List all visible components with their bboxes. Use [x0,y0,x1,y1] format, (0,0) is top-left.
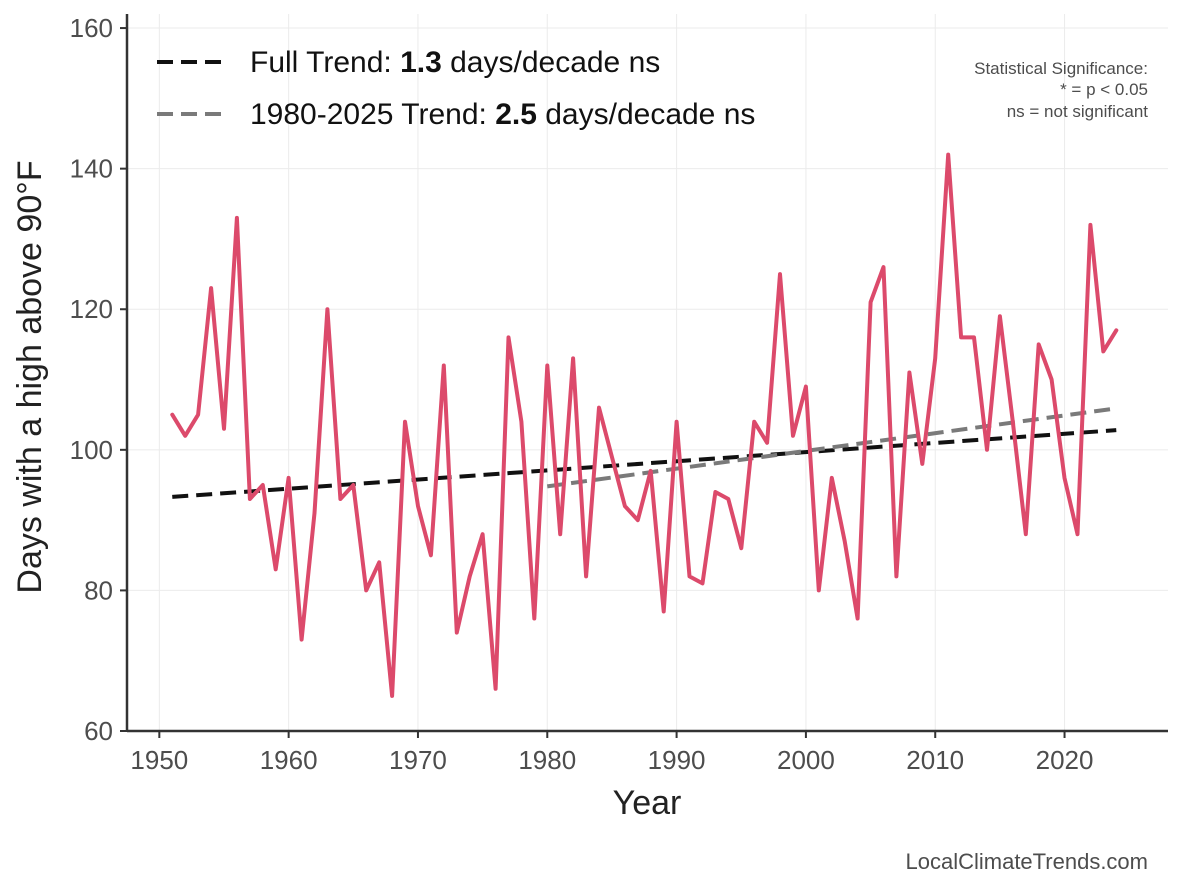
significance-line-2: ns = not significant [1007,102,1149,121]
axes [125,14,1168,733]
source-credit: LocalClimateTrends.com [906,849,1149,874]
x-tick-label-1970: 1970 [389,745,447,775]
trend-line-0 [172,428,1117,499]
legend: Full Trend: 1.3 days/decade ns 1980-2025… [157,46,755,131]
y-tick-label-140: 140 [70,154,113,184]
trend-lines [172,406,1117,499]
legend-1980-trend-prefix: 1980-2025 Trend: [250,98,495,131]
y-tick-label-80: 80 [84,575,113,605]
significance-line-1: * = p < 0.05 [1060,80,1148,99]
legend-1980-trend-suffix: days/decade ns [537,98,755,131]
tick-labels: 60 80 100 120 140 160 1950 1960 1970 1980 1990 2000… [70,13,1094,775]
legend-full-trend-prefix: Full Trend: [250,46,400,79]
x-tick-label-1950: 1950 [130,745,188,775]
data-series [170,152,1119,698]
significance-note: Statistical Significance: * = p < 0.05 n… [974,59,1148,121]
legend-full-trend-rate: 1.3 [400,46,442,79]
y-tick-label-160: 160 [70,13,113,43]
y-tick-label-60: 60 [84,716,113,746]
x-tick-label-2000: 2000 [777,745,835,775]
y-axis-title: Days with a high above 90°F [11,160,49,593]
x-tick-label-1990: 1990 [648,745,706,775]
y-tick-label-120: 120 [70,294,113,324]
x-tick-label-1960: 1960 [260,745,318,775]
x-tick-label-2010: 2010 [906,745,964,775]
x-tick-label-1980: 1980 [518,745,576,775]
x-tick-label-2020: 2020 [1036,745,1094,775]
legend-full-trend-suffix: days/decade ns [442,46,660,79]
y-tick-label-100: 100 [70,435,113,465]
series-line-0 [170,152,1119,698]
legend-label-full-trend: Full Trend: 1.3 days/decade ns [250,46,660,79]
legend-label-1980-trend: 1980-2025 Trend: 2.5 days/decade ns [250,98,755,131]
x-axis-title: Year [613,784,682,822]
legend-1980-trend-rate: 2.5 [495,98,537,131]
significance-title: Statistical Significance: [974,59,1148,78]
